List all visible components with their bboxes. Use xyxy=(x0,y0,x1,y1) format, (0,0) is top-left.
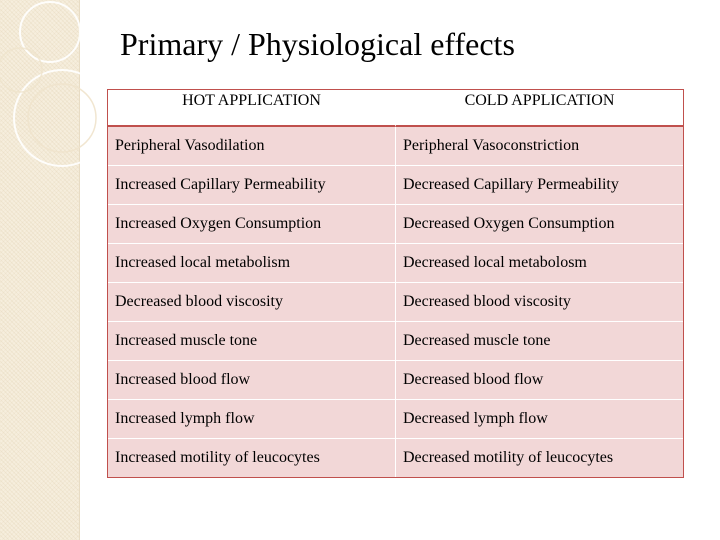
hot-effect-cell: Increased Oxygen Consumption xyxy=(108,205,395,244)
table-row: Decreased blood viscosity Decreased bloo… xyxy=(108,283,683,322)
table-row: Increased Capillary Permeability Decreas… xyxy=(108,166,683,205)
hot-effect-cell: Increased lymph flow xyxy=(108,400,395,439)
column-header-cold: COLD APPLICATION xyxy=(394,90,683,127)
table-row: Increased Oxygen Consumption Decreased O… xyxy=(108,205,683,244)
cold-effect-cell: Decreased blood viscosity xyxy=(394,283,683,322)
hot-effect-cell: Increased muscle tone xyxy=(108,322,395,361)
effects-table: HOT APPLICATION COLD APPLICATION Periphe… xyxy=(107,89,684,478)
hot-effect-cell: Decreased blood viscosity xyxy=(108,283,395,322)
table-row: Peripheral Vasodilation Peripheral Vasoc… xyxy=(108,127,683,166)
hot-effect-cell: Peripheral Vasodilation xyxy=(108,127,395,166)
hot-effect-cell: Increased motility of leucocytes xyxy=(108,439,395,477)
cold-effect-cell: Decreased Oxygen Consumption xyxy=(394,205,683,244)
table-row: Increased motility of leucocytes Decreas… xyxy=(108,439,683,477)
cold-effect-cell: Decreased Capillary Permeability xyxy=(394,166,683,205)
page-title: Primary / Physiological effects xyxy=(120,26,515,62)
cold-effect-cell: Peripheral Vasoconstriction xyxy=(394,127,683,166)
hot-effect-cell: Increased local metabolism xyxy=(108,244,395,283)
table-row: Increased lymph flow Decreased lymph flo… xyxy=(108,400,683,439)
cold-effect-cell: Decreased muscle tone xyxy=(394,322,683,361)
table-row: Increased local metabolism Decreased loc… xyxy=(108,244,683,283)
table-header-row: HOT APPLICATION COLD APPLICATION xyxy=(108,90,683,127)
table-row: Increased muscle tone Decreased muscle t… xyxy=(108,322,683,361)
cold-effect-cell: Decreased motility of leucocytes xyxy=(394,439,683,477)
hot-effect-cell: Increased blood flow xyxy=(108,361,395,400)
column-header-hot: HOT APPLICATION xyxy=(108,90,395,127)
hot-effect-cell: Increased Capillary Permeability xyxy=(108,166,395,205)
cold-effect-cell: Decreased blood flow xyxy=(394,361,683,400)
side-decor-strip xyxy=(0,0,80,540)
table-row: Increased blood flow Decreased blood flo… xyxy=(108,361,683,400)
cold-effect-cell: Decreased lymph flow xyxy=(394,400,683,439)
cold-effect-cell: Decreased local metabolosm xyxy=(394,244,683,283)
